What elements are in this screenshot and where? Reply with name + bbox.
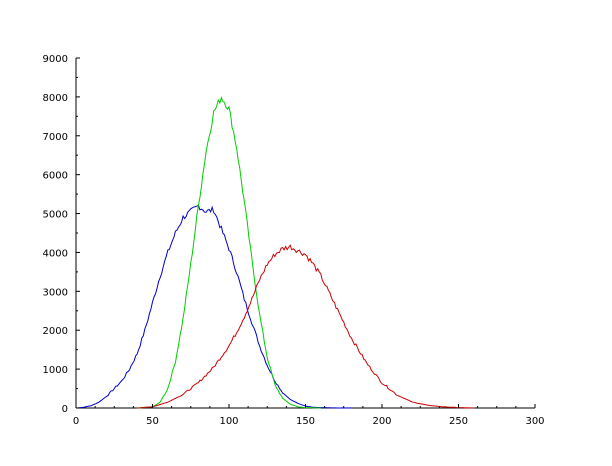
- x-tick-label: 50: [146, 416, 159, 427]
- x-tick-label: 250: [449, 416, 468, 427]
- y-tick-label: 3000: [43, 287, 68, 298]
- axes: [75, 58, 535, 409]
- y-tick-label: 1000: [43, 365, 68, 376]
- series-line-2: [137, 244, 474, 409]
- series-line-1: [137, 96, 321, 409]
- x-tick-label: 300: [525, 416, 544, 427]
- x-tick-label: 150: [296, 416, 315, 427]
- x-tick-label: 200: [372, 416, 391, 427]
- y-tick-label: 6000: [43, 171, 68, 182]
- y-tick-label: 5000: [43, 210, 68, 221]
- x-tick-label: 0: [73, 416, 79, 427]
- series-line-0: [75, 204, 352, 409]
- y-tick-label: 8000: [43, 93, 68, 104]
- y-tick-label: 7000: [43, 132, 68, 143]
- y-tick-label: 2000: [43, 326, 68, 337]
- y-tick-label: 9000: [43, 54, 68, 65]
- y-tick-label: 0: [62, 404, 68, 415]
- y-tick-label: 4000: [43, 248, 68, 259]
- series-layer: [75, 96, 474, 409]
- x-tick-label: 100: [219, 416, 238, 427]
- tick-layer: 0 50 100 150 200 250 3000100020003000400050006…: [43, 54, 545, 427]
